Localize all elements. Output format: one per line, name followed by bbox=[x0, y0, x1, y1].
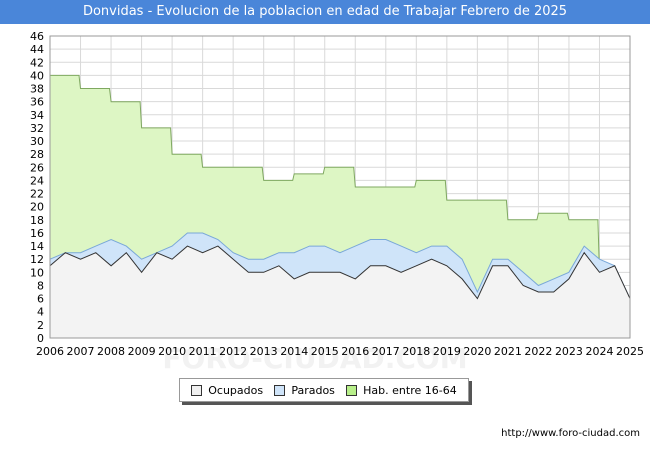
x-tick-label: 2016 bbox=[341, 345, 369, 358]
y-tick-label: 26 bbox=[30, 161, 44, 174]
x-tick-label: 2013 bbox=[250, 345, 278, 358]
x-tick-label: 2022 bbox=[524, 345, 552, 358]
y-tick-label: 32 bbox=[30, 122, 44, 135]
x-tick-label: 2009 bbox=[128, 345, 156, 358]
y-tick-label: 24 bbox=[30, 174, 44, 187]
x-tick-label: 2021 bbox=[494, 345, 522, 358]
series-parados-line bbox=[49, 232, 631, 299]
legend-label-parados: Parados bbox=[291, 383, 335, 397]
x-tick-label: 2011 bbox=[189, 345, 217, 358]
y-tick-label: 30 bbox=[30, 135, 44, 148]
x-tick-label: 2018 bbox=[402, 345, 430, 358]
x-tick-label: 2023 bbox=[555, 345, 583, 358]
y-tick-label: 2 bbox=[37, 319, 44, 332]
y-tick-label: 6 bbox=[37, 293, 44, 306]
legend-item-parados: Parados bbox=[274, 384, 335, 397]
series-ocupados-line bbox=[49, 245, 631, 300]
source-link[interactable]: http://www.foro-ciudad.com bbox=[501, 428, 640, 439]
y-tick-label: 16 bbox=[30, 227, 44, 240]
legend-item-ocupados: Ocupados bbox=[191, 384, 263, 397]
y-tick-label: 44 bbox=[30, 43, 44, 56]
legend-item-hab: Hab. entre 16-64 bbox=[346, 384, 457, 397]
y-tick-label: 28 bbox=[30, 148, 44, 161]
y-tick-label: 8 bbox=[37, 279, 44, 292]
x-tick-label: 2024 bbox=[585, 345, 613, 358]
y-tick-label: 42 bbox=[30, 56, 44, 69]
legend-label-ocupados: Ocupados bbox=[208, 383, 264, 397]
series-layer bbox=[49, 74, 631, 339]
y-tick-label: 46 bbox=[30, 30, 44, 43]
plot-frame bbox=[49, 35, 631, 339]
x-tick-label: 2020 bbox=[463, 345, 491, 358]
legend-label-hab: Hab. entre 16-64 bbox=[363, 383, 457, 397]
legend: Ocupados Parados Hab. entre 16-64 bbox=[179, 378, 469, 402]
legend-swatch-parados bbox=[274, 384, 286, 396]
y-tick-label: 12 bbox=[30, 253, 44, 266]
x-tick-label: 2010 bbox=[158, 345, 186, 358]
x-tick-label: 2006 bbox=[36, 345, 64, 358]
y-tick-label: 10 bbox=[30, 266, 44, 279]
x-tick-label: 2012 bbox=[219, 345, 247, 358]
y-tick-label: 34 bbox=[30, 109, 44, 122]
y-tick-label: 38 bbox=[30, 83, 44, 96]
y-tick-label: 14 bbox=[30, 240, 44, 253]
x-tick-label: 2008 bbox=[97, 345, 125, 358]
y-tick-label: 18 bbox=[30, 214, 44, 227]
y-tick-label: 20 bbox=[30, 201, 44, 214]
x-tick-label: 2019 bbox=[433, 345, 461, 358]
x-tick-label: 2025 bbox=[616, 345, 644, 358]
y-tick-label: 4 bbox=[37, 306, 44, 319]
x-tick-label: 2015 bbox=[311, 345, 339, 358]
y-tick-label: 36 bbox=[30, 96, 44, 109]
series-hab-line bbox=[50, 74, 600, 273]
legend-swatch-ocupados bbox=[191, 384, 203, 396]
legend-swatch-hab bbox=[346, 384, 358, 396]
y-axis-ticks: 0246810121416182022242628303234363840424… bbox=[30, 30, 44, 345]
x-tick-label: 2017 bbox=[372, 345, 400, 358]
x-tick-label: 2007 bbox=[67, 345, 95, 358]
x-tick-label: 2014 bbox=[280, 345, 308, 358]
chart-title: Donvidas - Evolucion de la poblacion en … bbox=[0, 0, 650, 24]
y-tick-label: 40 bbox=[30, 69, 44, 82]
series-ocupados-area bbox=[50, 246, 630, 338]
watermark-text: FORO-CIUDAD.COM bbox=[162, 342, 467, 375]
y-tick-label: 0 bbox=[37, 332, 44, 345]
x-axis-ticks: 2006 2007 2008 2009 2010 2011 2012 2013 2014 2015… bbox=[36, 345, 644, 358]
y-tick-label: 22 bbox=[30, 188, 44, 201]
